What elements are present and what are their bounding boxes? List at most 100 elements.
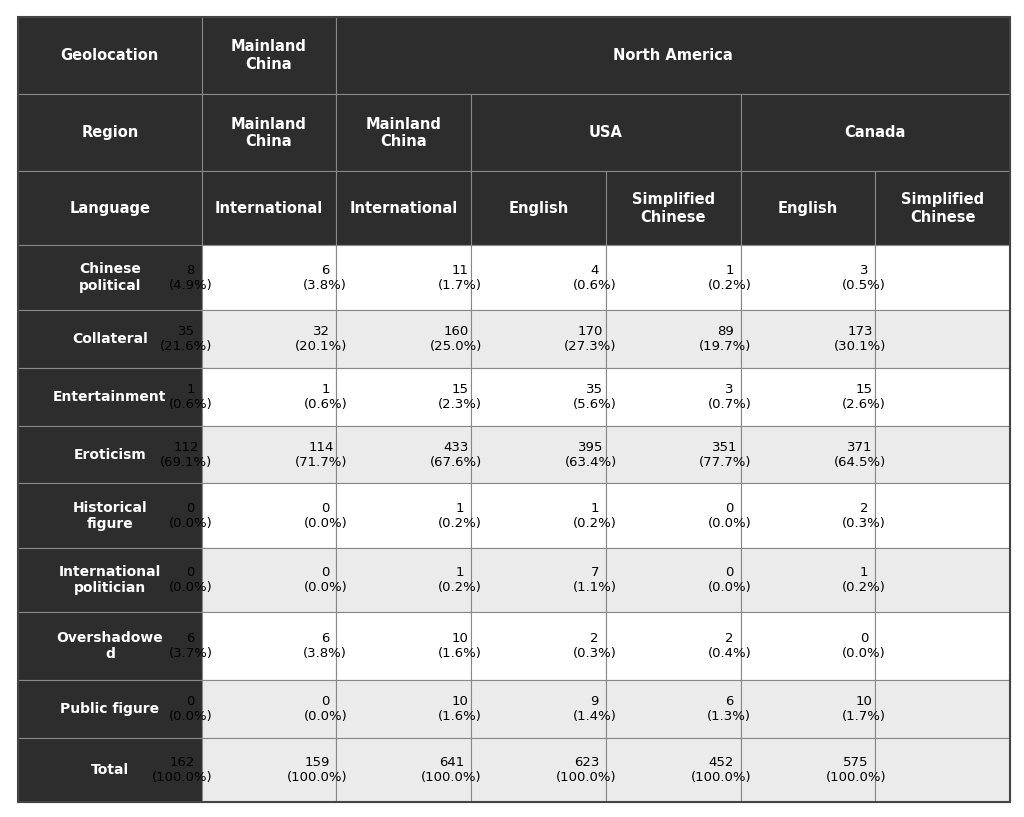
Bar [18,17,202,94]
Text: 0
(0.0%): 0 (0.0%) [708,566,752,594]
Bar [606,612,740,680]
Text: 9
(1.4%): 9 (1.4%) [572,694,616,723]
Text: International
politician: International politician [58,565,161,595]
Text: 3
(0.5%): 3 (0.5%) [842,264,886,292]
Text: 351
(77.7%): 351 (77.7%) [698,440,752,468]
Text: 0
(0.0%): 0 (0.0%) [303,502,347,529]
Bar [337,172,471,245]
Bar [471,680,606,738]
Text: 15
(2.6%): 15 (2.6%) [842,382,886,411]
Text: Simplified
Chinese: Simplified Chinese [901,192,984,225]
Bar [606,426,740,484]
Bar [740,548,876,612]
Text: 1
(0.2%): 1 (0.2%) [572,502,616,529]
Bar [471,368,606,426]
Bar [876,738,1010,802]
Bar [876,245,1010,310]
Text: 162
(100.0%): 162 (100.0%) [152,756,213,784]
Bar [740,368,876,426]
Bar [202,548,337,612]
Bar [471,612,606,680]
Text: 170
(27.3%): 170 (27.3%) [564,324,616,353]
Text: 1
(0.2%): 1 (0.2%) [438,502,482,529]
Bar [740,94,1010,172]
Text: Collateral: Collateral [72,332,147,346]
Bar [471,245,606,310]
Bar [606,680,740,738]
Text: 6
(3.7%): 6 (3.7%) [169,632,213,660]
Bar [740,680,876,738]
Bar [606,738,740,802]
Text: 15
(2.3%): 15 (2.3%) [438,382,482,411]
Bar [876,368,1010,426]
Bar [876,484,1010,548]
Text: 433
(67.6%): 433 (67.6%) [430,440,482,468]
Text: 4
(0.6%): 4 (0.6%) [572,264,616,292]
Bar [202,172,337,245]
Bar [18,368,202,426]
Text: 6
(3.8%): 6 (3.8%) [303,632,347,660]
Bar [18,94,202,172]
Text: Overshadowe
d: Overshadowe d [56,631,163,661]
Bar [18,612,202,680]
Text: Mainland
China: Mainland China [231,39,307,72]
Text: 0
(0.0%): 0 (0.0%) [843,632,886,660]
Bar [740,484,876,548]
Text: 11
(1.7%): 11 (1.7%) [438,264,482,292]
Bar [337,368,471,426]
Bar [202,426,337,484]
Bar [740,612,876,680]
Text: 8
(4.9%): 8 (4.9%) [169,264,213,292]
Text: 89
(19.7%): 89 (19.7%) [699,324,752,353]
Text: North America: North America [613,48,733,63]
Text: 0
(0.0%): 0 (0.0%) [708,502,752,529]
Bar [202,94,337,172]
Text: 6
(1.3%): 6 (1.3%) [708,694,752,723]
Bar [337,738,471,802]
Text: 173
(30.1%): 173 (30.1%) [834,324,886,353]
Text: Chinese
political: Chinese political [79,262,141,292]
Text: 7
(1.1%): 7 (1.1%) [572,566,616,594]
Bar [18,738,202,802]
Bar [18,310,202,368]
Text: Canada: Canada [845,125,906,141]
Bar [876,612,1010,680]
Bar [18,245,202,310]
Bar [740,310,876,368]
Text: 159
(100.0%): 159 (100.0%) [287,756,347,784]
Bar [202,484,337,548]
Bar [337,548,471,612]
Text: 35
(5.6%): 35 (5.6%) [572,382,616,411]
Bar [471,94,740,172]
Text: 2
(0.3%): 2 (0.3%) [842,502,886,529]
Bar [18,548,202,612]
Text: Mainland
China: Mainland China [366,117,441,149]
Bar [18,172,202,245]
Text: 0
(0.0%): 0 (0.0%) [303,694,347,723]
Text: Entertainment: Entertainment [53,390,167,404]
Text: USA: USA [589,125,623,141]
Bar [471,548,606,612]
Text: 2
(0.4%): 2 (0.4%) [708,632,752,660]
Text: 114
(71.7%): 114 (71.7%) [295,440,347,468]
Text: 3
(0.7%): 3 (0.7%) [708,382,752,411]
Bar [471,484,606,548]
Text: Eroticism: Eroticism [74,448,146,462]
Bar [202,738,337,802]
Bar [337,310,471,368]
Bar [740,738,876,802]
Text: 395
(63.4%): 395 (63.4%) [564,440,616,468]
Bar [876,310,1010,368]
Bar [471,172,606,245]
Bar [606,172,740,245]
Text: 641
(100.0%): 641 (100.0%) [421,756,482,784]
Text: 1
(0.2%): 1 (0.2%) [438,566,482,594]
Text: 35
(21.6%): 35 (21.6%) [160,324,213,353]
Text: 160
(25.0%): 160 (25.0%) [429,324,482,353]
Bar [18,426,202,484]
Text: 0
(0.0%): 0 (0.0%) [169,694,213,723]
Text: Total: Total [91,763,129,777]
Text: 10
(1.6%): 10 (1.6%) [438,694,482,723]
Text: Language: Language [70,201,151,216]
Text: Public figure: Public figure [60,702,160,716]
